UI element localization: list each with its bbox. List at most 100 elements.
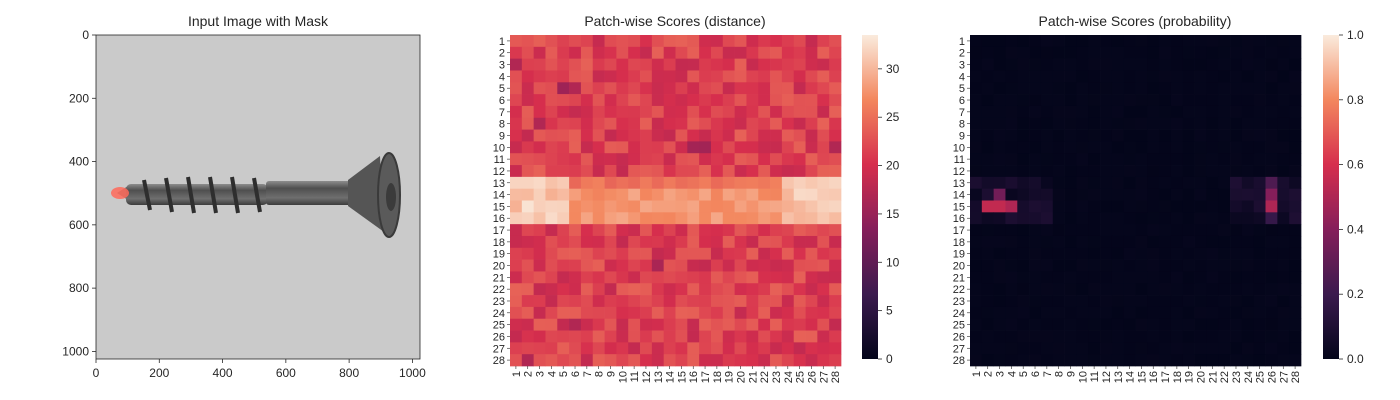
distance-heatmap-cell — [521, 176, 534, 190]
image-y-tick-label: 600 — [69, 218, 89, 232]
distance-heatmap-cell — [616, 342, 629, 355]
probability-heatmap-cell — [1277, 82, 1290, 95]
distance-heatmap-cell — [545, 141, 558, 154]
distance-heatmap-cell — [722, 200, 735, 213]
distance-heatmap-cell — [651, 105, 665, 119]
probability-heatmap-cell — [993, 306, 1006, 320]
distance-heatmap-cell — [710, 259, 724, 272]
distance-heatmap-cell — [805, 235, 818, 249]
probability-heatmap-cell — [1159, 176, 1172, 190]
distance-heatmap-cell — [829, 200, 842, 213]
probability-heatmap-cell — [1170, 82, 1184, 95]
distance-heatmap-cell — [734, 129, 747, 142]
distance-heatmap-cell — [699, 129, 712, 142]
probability-heatmap-cell — [1076, 105, 1089, 119]
distance-heatmap-cell — [533, 200, 546, 213]
distance-heatmap-cell — [569, 176, 582, 190]
distance-heatmap-cell — [533, 235, 546, 249]
distance-heatmap-cell — [616, 141, 629, 154]
probability-heatmap-cell — [1182, 271, 1195, 284]
distance-heatmap-cell — [793, 46, 806, 59]
probability-heatmap-cell — [1076, 271, 1089, 284]
probability-heatmap-cell — [1170, 212, 1184, 225]
distance-heatmap-cell — [663, 306, 676, 320]
distance-heatmap-cell — [651, 247, 665, 260]
probability-heatmap-cell — [1194, 46, 1207, 59]
distance-heatmap-cell — [699, 82, 712, 95]
probability-heatmap-cell — [1147, 141, 1160, 154]
distance-heatmap-x-tick-label: 1 — [511, 371, 523, 377]
probability-heatmap-cell — [993, 235, 1006, 249]
probability-heatmap-cell — [1111, 94, 1125, 107]
probability-heatmap-cell — [1147, 176, 1160, 190]
probability-heatmap-cell — [1135, 212, 1148, 225]
distance-heatmap-cell — [557, 82, 570, 95]
probability-heatmap-cell — [1206, 295, 1219, 308]
distance-heatmap-cell — [557, 283, 570, 296]
distance-heatmap-cell — [663, 35, 676, 48]
distance-heatmap-cell — [829, 117, 842, 130]
distance-heatmap-cell — [510, 82, 523, 95]
distance-heatmap-cell — [793, 283, 806, 296]
distance-heatmap-cell — [569, 46, 582, 59]
probability-heatmap-cell — [1241, 117, 1255, 130]
probability-heatmap-y-tick-label: 15 — [953, 201, 965, 213]
probability-heatmap-cell — [1076, 306, 1089, 320]
distance-heatmap-y-tick-label: 19 — [493, 249, 505, 261]
probability-heatmap-cell — [1111, 306, 1125, 320]
distance-heatmap-cell — [651, 200, 665, 213]
distance-heatmap-cell — [817, 82, 830, 95]
probability-heatmap-cell — [1005, 342, 1018, 355]
probability-heatmap-cell — [1277, 259, 1290, 272]
distance-heatmap-cell — [628, 94, 641, 107]
probability-heatmap-cell — [1076, 235, 1089, 249]
distance-heatmap-cell — [675, 247, 688, 260]
distance-heatmap-cell — [758, 153, 771, 166]
probability-heatmap-cell — [1005, 271, 1018, 284]
probability-heatmap-cell — [1230, 354, 1243, 367]
distance-heatmap-cell — [805, 105, 818, 119]
probability-heatmap-x-tick-label: 26 — [1266, 371, 1278, 383]
distance-heatmap-cell — [722, 46, 735, 59]
distance-heatmap-cell — [770, 306, 783, 320]
distance-heatmap-cell — [510, 141, 523, 154]
distance-heatmap-cell — [758, 306, 771, 320]
distance-heatmap-cell — [710, 318, 724, 331]
probability-heatmap-cell — [1170, 271, 1184, 284]
distance-heatmap-cell — [604, 247, 617, 260]
probability-heatmap-cell — [1182, 318, 1195, 331]
distance-heatmap-cell — [781, 235, 795, 249]
distance-heatmap-cell — [687, 105, 700, 119]
distance-heatmap-x-tick-label: 25 — [795, 371, 807, 383]
probability-heatmap-cell — [1135, 283, 1148, 296]
distance-heatmap-cell — [533, 318, 546, 331]
probability-heatmap-cell — [1194, 318, 1207, 331]
probability-heatmap-cell — [1230, 247, 1243, 260]
probability-heatmap-cell — [1005, 235, 1018, 249]
probability-heatmap-cell — [1040, 318, 1054, 331]
distance-heatmap-cell — [604, 188, 617, 201]
distance-heatmap-cell — [781, 283, 795, 296]
probability-heatmap-cell — [1017, 295, 1030, 308]
probability-heatmap-cell — [1040, 342, 1054, 355]
distance-heatmap-cell — [663, 200, 676, 213]
probability-heatmap-cell — [1241, 318, 1255, 331]
probability-heatmap-cell — [993, 224, 1006, 237]
probability-heatmap-cell — [1005, 35, 1018, 48]
distance-heatmap-cell — [533, 141, 546, 154]
probability-heatmap-cell — [1147, 212, 1160, 225]
distance-heatmap-cell — [805, 35, 818, 48]
distance-heatmap-cell — [557, 342, 570, 355]
probability-heatmap-cell — [1005, 188, 1018, 201]
probability-heatmap-cell — [981, 105, 994, 119]
probability-heatmap-cell — [1135, 235, 1148, 249]
distance-heatmap-cell — [616, 295, 629, 308]
probability-heatmap-cell — [1230, 117, 1243, 130]
probability-heatmap-y-tick-label: 8 — [959, 119, 965, 131]
distance-heatmap-cell — [734, 212, 747, 225]
distance-heatmap-cell — [533, 82, 546, 95]
distance-heatmap-cell — [510, 105, 523, 119]
distance-heatmap-cell — [569, 82, 582, 95]
distance-heatmap-cell — [616, 318, 629, 331]
probability-heatmap-cell — [1253, 176, 1266, 190]
